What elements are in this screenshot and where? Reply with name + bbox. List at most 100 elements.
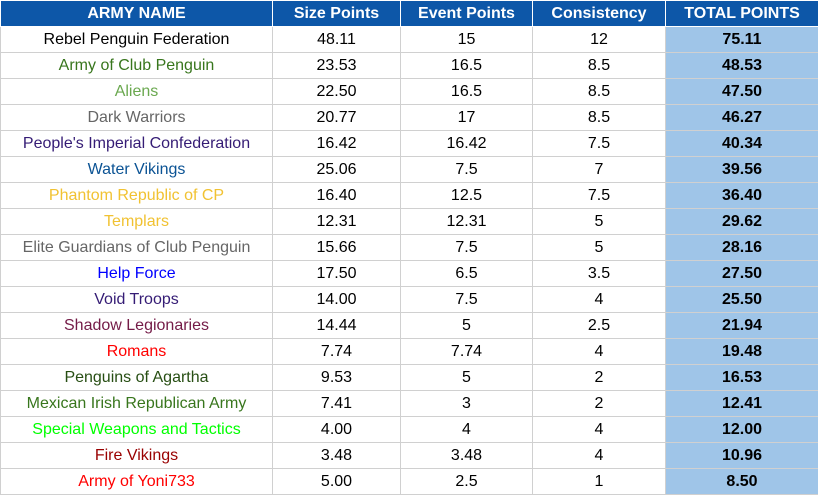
total-points: 48.53 (665, 52, 818, 79)
event-points: 12.31 (400, 208, 533, 235)
total-points: 10.96 (665, 442, 818, 469)
event-points: 7.5 (400, 156, 533, 183)
army-name: Fire Vikings (0, 442, 273, 469)
consistency: 1 (532, 468, 666, 495)
army-name: Mexican Irish Republican Army (0, 390, 273, 417)
event-points: 16.5 (400, 52, 533, 79)
total-points: 75.11 (665, 26, 818, 53)
army-name: Elite Guardians of Club Penguin (0, 234, 273, 261)
total-points: 40.34 (665, 130, 818, 157)
consistency: 8.5 (532, 104, 666, 131)
row: Dark Warriors 20.77 17 8.5 46.27 (0, 104, 818, 131)
army-name: Dark Warriors (0, 104, 273, 131)
row: Army of Yoni733 5.00 2.5 1 8.50 (0, 468, 818, 495)
row: Templars 12.31 12.31 5 29.62 (0, 208, 818, 235)
size-points: 23.53 (272, 52, 401, 79)
army-name: People's Imperial Confederation (0, 130, 273, 157)
consistency: 7.5 (532, 130, 666, 157)
size-points: 17.50 (272, 260, 401, 287)
event-points: 12.5 (400, 182, 533, 209)
header-cell: ARMY NAME (0, 0, 273, 27)
header-cell: Event Points (400, 0, 533, 27)
row: Mexican Irish Republican Army 7.41 3 2 12.41 (0, 390, 818, 417)
consistency: 4 (532, 286, 666, 313)
army-name: Void Troops (0, 286, 273, 313)
row: Fire Vikings 3.48 3.48 4 10.96 (0, 442, 818, 469)
row: Aliens 22.50 16.5 8.5 47.50 (0, 78, 818, 105)
size-points: 4.00 (272, 416, 401, 443)
total-points: 29.62 (665, 208, 818, 235)
header-cell: Size Points (272, 0, 401, 27)
army-name: Help Force (0, 260, 273, 287)
size-points: 12.31 (272, 208, 401, 235)
event-points: 15 (400, 26, 533, 53)
total-points: 39.56 (665, 156, 818, 183)
army-name: Shadow Legionaries (0, 312, 273, 339)
event-points: 4 (400, 416, 533, 443)
size-points: 9.53 (272, 364, 401, 391)
consistency: 4 (532, 442, 666, 469)
total-points: 8.50 (665, 468, 818, 495)
total-points: 12.41 (665, 390, 818, 417)
row: Army of Club Penguin 23.53 16.5 8.5 48.53 (0, 52, 818, 79)
size-points: 22.50 (272, 78, 401, 105)
consistency: 7 (532, 156, 666, 183)
event-points: 7.5 (400, 286, 533, 313)
army-name: Penguins of Agartha (0, 364, 273, 391)
consistency: 3.5 (532, 260, 666, 287)
consistency: 5 (532, 208, 666, 235)
size-points: 14.44 (272, 312, 401, 339)
event-points: 7.74 (400, 338, 533, 365)
consistency: 4 (532, 338, 666, 365)
size-points: 25.06 (272, 156, 401, 183)
army-name: Special Weapons and Tactics (0, 416, 273, 443)
consistency: 2 (532, 390, 666, 417)
size-points: 48.11 (272, 26, 401, 53)
total-points: 28.16 (665, 234, 818, 261)
total-points: 12.00 (665, 416, 818, 443)
army-name: Water Vikings (0, 156, 273, 183)
army-name: Rebel Penguin Federation (0, 26, 273, 53)
consistency: 8.5 (532, 52, 666, 79)
army-name: Army of Yoni733 (0, 468, 273, 495)
size-points: 5.00 (272, 468, 401, 495)
row: Rebel Penguin Federation 48.11 15 12 75.11 (0, 26, 818, 53)
row: Romans 7.74 7.74 4 19.48 (0, 338, 818, 365)
row: Elite Guardians of Club Penguin 15.66 7.5 5… (0, 234, 818, 261)
event-points: 6.5 (400, 260, 533, 287)
row: Void Troops 14.00 7.5 4 25.50 (0, 286, 818, 313)
consistency: 8.5 (532, 78, 666, 105)
consistency: 5 (532, 234, 666, 261)
army-name: Phantom Republic of CP (0, 182, 273, 209)
row: Help Force 17.50 6.5 3.5 27.50 (0, 260, 818, 287)
consistency: 2 (532, 364, 666, 391)
event-points: 5 (400, 364, 533, 391)
size-points: 20.77 (272, 104, 401, 131)
row: Shadow Legionaries 14.44 5 2.5 21.94 (0, 312, 818, 339)
army-name: Army of Club Penguin (0, 52, 273, 79)
event-points: 3.48 (400, 442, 533, 469)
total-points: 47.50 (665, 78, 818, 105)
event-points: 17 (400, 104, 533, 131)
row: People's Imperial Confederation 16.42 16.4… (0, 130, 818, 157)
total-points: 36.40 (665, 182, 818, 209)
row: Phantom Republic of CP 16.40 12.5 7.5 36.40 (0, 182, 818, 209)
total-points: 19.48 (665, 338, 818, 365)
event-points: 16.5 (400, 78, 533, 105)
total-points: 16.53 (665, 364, 818, 391)
event-points: 3 (400, 390, 533, 417)
row: Penguins of Agartha 9.53 5 2 16.53 (0, 364, 818, 391)
event-points: 2.5 (400, 468, 533, 495)
consistency: 7.5 (532, 182, 666, 209)
event-points: 5 (400, 312, 533, 339)
row: Water Vikings 25.06 7.5 7 39.56 (0, 156, 818, 183)
size-points: 15.66 (272, 234, 401, 261)
size-points: 14.00 (272, 286, 401, 313)
header-cell: TOTAL POINTS (665, 0, 818, 27)
total-points: 46.27 (665, 104, 818, 131)
size-points: 7.41 (272, 390, 401, 417)
header-row: ARMY NAME Size Points Event Points Consiste… (0, 0, 818, 27)
header-cell: Consistency (532, 0, 666, 27)
